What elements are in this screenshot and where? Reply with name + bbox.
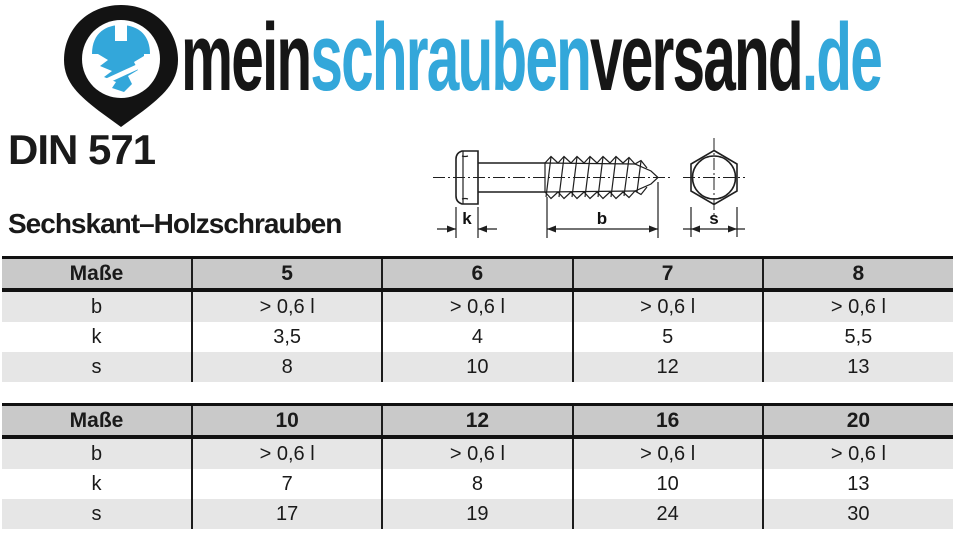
table-row-s: s 17 19 24 30 xyxy=(2,499,953,529)
column-header-size: 5 xyxy=(190,256,383,292)
column-header-size: 16 xyxy=(571,403,763,439)
table-cell: 3,5 xyxy=(190,322,383,352)
table-cell: 12 xyxy=(571,352,763,382)
logo-segment-schrauben: schrauben xyxy=(310,4,592,111)
logo-wordmark: mein schrauben versand .de xyxy=(181,4,883,111)
table-cell: 4 xyxy=(381,322,573,352)
row-label: b xyxy=(2,290,192,322)
table-cell: 24 xyxy=(571,499,763,529)
dimension-table-sizes-10-20: Maße 10 12 16 20 b > 0,6 l > 0,6 l > 0,6… xyxy=(2,403,953,529)
table-row-k: k 7 8 10 13 xyxy=(2,469,953,499)
table-cell: 30 xyxy=(761,499,953,529)
table-cell: 5 xyxy=(571,322,763,352)
column-header-size: 8 xyxy=(761,256,953,292)
column-header-size: 6 xyxy=(381,256,573,292)
table-row-b: b > 0,6 l > 0,6 l > 0,6 l > 0,6 l xyxy=(2,290,953,322)
table-cell: 5,5 xyxy=(761,322,953,352)
table-row-b: b > 0,6 l > 0,6 l > 0,6 l > 0,6 l xyxy=(2,437,953,469)
table-cell: 10 xyxy=(381,352,573,382)
subtitle: Sechskant–Holzschrauben xyxy=(8,208,342,239)
row-label: k xyxy=(2,322,192,352)
dim-label-s: s xyxy=(709,209,718,228)
table-row-k: k 3,5 4 5 5,5 xyxy=(2,322,953,352)
page-title: DIN 571 xyxy=(8,126,156,173)
table-cell: 13 xyxy=(761,469,953,499)
table-cell: 19 xyxy=(381,499,573,529)
row-label: b xyxy=(2,437,192,469)
table-cell: > 0,6 l xyxy=(761,437,953,469)
column-header-size: 7 xyxy=(571,256,763,292)
dimension-table-sizes-5-8: Maße 5 6 7 8 b > 0,6 l > 0,6 l > 0,6 l >… xyxy=(2,256,953,382)
table-cell: > 0,6 l xyxy=(381,437,573,469)
table-header-row: Maße 10 12 16 20 xyxy=(2,403,953,439)
dim-label-k: k xyxy=(462,209,472,228)
column-header-size: 10 xyxy=(190,403,383,439)
column-header-size: 12 xyxy=(381,403,573,439)
row-label: s xyxy=(2,499,192,529)
column-header-masse: Maße xyxy=(2,403,192,439)
table-cell: 10 xyxy=(571,469,763,499)
column-header-masse: Maße xyxy=(2,256,192,292)
screw-technical-drawing: k b s xyxy=(433,138,745,238)
table-cell: 13 xyxy=(761,352,953,382)
table-cell: > 0,6 l xyxy=(381,290,573,322)
table-cell: 17 xyxy=(190,499,383,529)
table-row-s: s 8 10 12 13 xyxy=(2,352,953,382)
table-cell: 8 xyxy=(190,352,383,382)
logo-segment-versand: versand xyxy=(590,4,804,111)
logo-segment-mein: mein xyxy=(181,4,312,111)
table-cell: 7 xyxy=(190,469,383,499)
map-pin-screw-icon xyxy=(64,5,178,127)
table-cell: > 0,6 l xyxy=(571,437,763,469)
table-cell: > 0,6 l xyxy=(190,290,383,322)
table-cell: 8 xyxy=(381,469,573,499)
table-cell: > 0,6 l xyxy=(761,290,953,322)
row-label: s xyxy=(2,352,192,382)
logo-segment-de: .de xyxy=(801,4,883,111)
table-header-row: Maße 5 6 7 8 xyxy=(2,256,953,292)
dim-label-b: b xyxy=(597,209,607,228)
column-header-size: 20 xyxy=(761,403,953,439)
row-label: k xyxy=(2,469,192,499)
table-cell: > 0,6 l xyxy=(571,290,763,322)
table-cell: > 0,6 l xyxy=(190,437,383,469)
